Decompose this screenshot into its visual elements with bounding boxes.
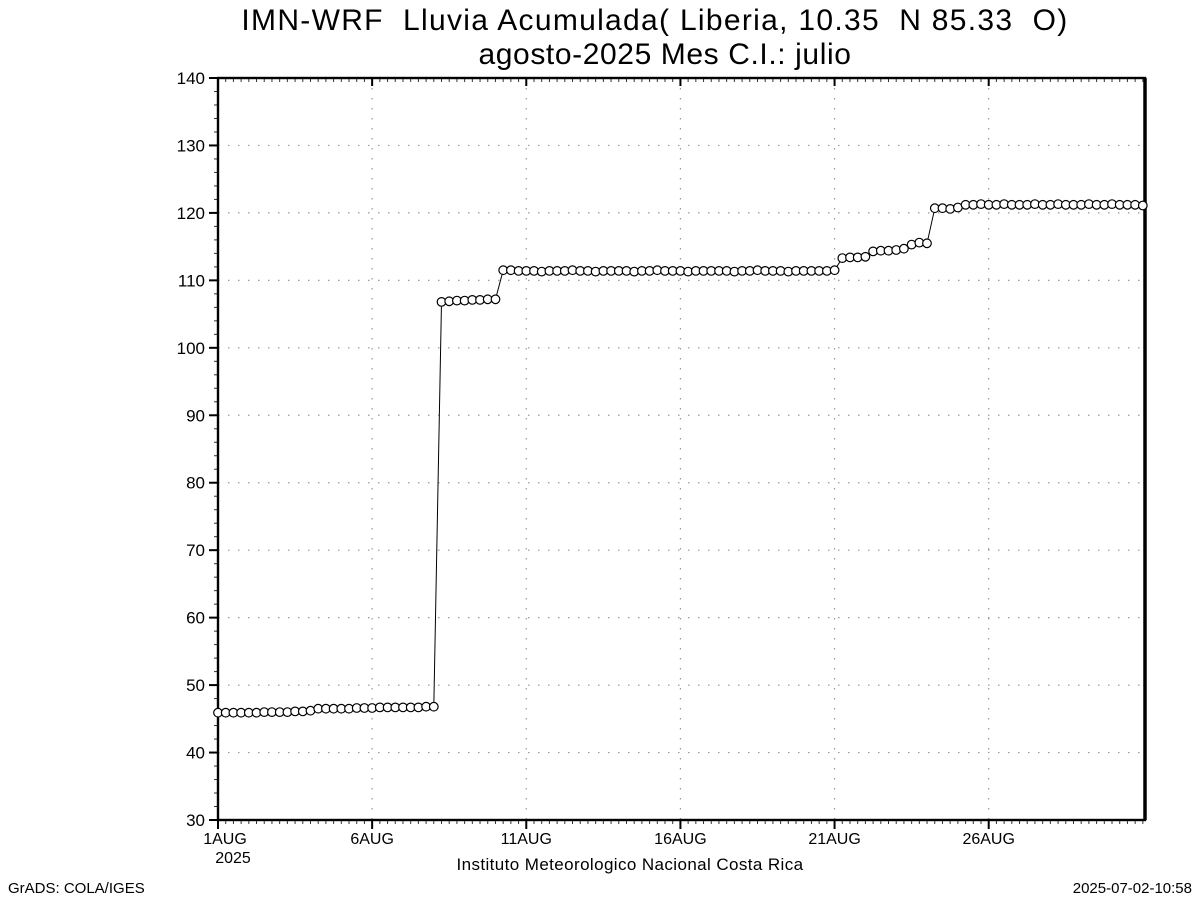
data-point-marker [829,265,840,276]
x-tick-label: 11AUG [501,831,552,848]
y-tick-label: 40 [186,744,205,763]
y-tick-label: 50 [186,676,205,695]
chart-subtitle: agosto-2025 Mes C.I.: julio [478,38,852,71]
x-tick-label: 6AUG [350,831,394,848]
y-tick-label: 70 [186,541,205,560]
data-point-marker [490,294,501,305]
x-axis-caption: Instituto Meteorologico Nacional Costa R… [456,855,804,874]
y-tick-label: 80 [186,474,205,493]
y-tick-label: 140 [177,69,205,88]
y-tick-label: 120 [177,204,205,223]
x-tick-label: 16AUG [654,831,706,848]
x-tick-label: 21AUG [808,831,860,848]
y-tick-label: 90 [186,406,205,425]
y-tick-label: 60 [186,609,205,628]
y-tick-label: 110 [178,271,205,290]
y-tick-label: 100 [177,339,205,358]
x-tick-year-label: 2025 [215,850,251,867]
grads-credit-label: GrADS: COLA/IGES [8,880,145,897]
render-timestamp: 2025-07-02-10:58 [1072,880,1192,897]
y-tick-label: 130 [177,136,205,155]
y-tick-label: 30 [186,811,205,830]
data-point-marker [922,238,932,249]
x-tick-label: 1AUG [203,831,247,848]
chart-title: IMN-WRF Lluvia Acumulada( Liberia, 10.35… [241,4,1069,37]
data-point-marker [428,701,439,712]
data-point-marker [860,251,871,262]
data-point-marker [1137,200,1148,211]
data-point-marker [899,243,909,254]
x-tick-label: 26AUG [962,831,1014,848]
